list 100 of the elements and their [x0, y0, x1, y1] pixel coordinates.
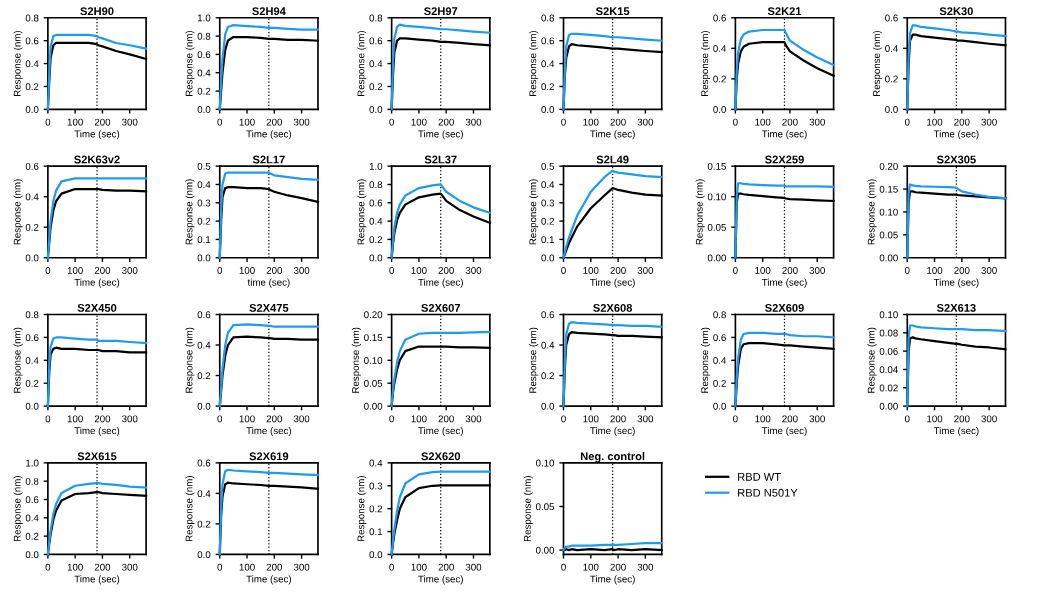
x-tick-label: 0 — [217, 267, 223, 274]
y-tick-label: 0.6 — [197, 459, 211, 467]
x-tick-label: 300 — [465, 415, 482, 423]
chart-title: S2H90 — [80, 7, 114, 16]
y-axis-title: Response (nm) — [529, 179, 539, 245]
x-tick-label: 100 — [411, 415, 427, 423]
x-tick-label: 100 — [583, 415, 599, 423]
x-tick-label: 200 — [954, 118, 970, 126]
x-tick-label: 100 — [927, 118, 943, 126]
y-tick-label: 0.8 — [369, 181, 383, 189]
x-tick-label: 300 — [637, 415, 654, 423]
x-tick-label: 300 — [809, 415, 825, 423]
x-tick-label: 100 — [927, 267, 943, 274]
y-axis-title: Response (nm) — [13, 476, 23, 542]
x-tick-label: 0 — [389, 118, 394, 126]
y-tick-label: 0.8 — [25, 14, 39, 22]
y-tick-label: 0.10 — [879, 208, 898, 216]
chart-title: S2X607 — [421, 303, 461, 312]
x-axis-title: Time (sec) — [246, 575, 292, 585]
y-tick-label: 0.1 — [541, 236, 555, 244]
y-tick-label: 0.4 — [25, 193, 39, 201]
y-tick-label: 0.08 — [879, 329, 898, 337]
y-tick-label: 0.05 — [535, 503, 555, 511]
x-tick-label: 200 — [266, 563, 283, 571]
x-tick-label: 200 — [438, 563, 454, 571]
y-tick-label: 0.00 — [879, 254, 898, 262]
y-tick-label: 0.0 — [541, 402, 555, 410]
y-tick-label: 0.2 — [25, 379, 39, 387]
x-tick-label: 200 — [266, 118, 283, 126]
y-tick-label: 0.6 — [25, 162, 39, 170]
y-tick-label: 0.02 — [879, 384, 898, 392]
x-tick-label: 0 — [904, 267, 910, 274]
y-axis-title: Response (nm) — [867, 327, 877, 393]
y-tick-label: 0.00 — [535, 546, 555, 554]
x-tick-label: 200 — [266, 415, 283, 423]
y-tick-label: 0.2 — [25, 532, 39, 540]
chart-title: S2L37 — [424, 155, 457, 164]
y-tick-label: 0.4 — [369, 60, 383, 68]
x-tick-label: 100 — [411, 563, 427, 571]
x-axis-title: Time (sec) — [74, 130, 120, 140]
x-tick-label: 200 — [94, 118, 111, 126]
x-tick-label: 100 — [411, 267, 427, 274]
y-axis-title: Response (nm) — [351, 327, 361, 393]
y-tick-label: 0.2 — [197, 217, 211, 225]
y-tick-label: 0.6 — [25, 496, 39, 504]
x-tick-label: 300 — [293, 563, 310, 571]
x-tick-label: 0 — [217, 118, 223, 126]
x-tick-label: 200 — [782, 415, 798, 423]
chart-title: S2K15 — [595, 7, 630, 16]
x-axis-title: Time (sec) — [761, 130, 807, 140]
x-tick-label: 0 — [561, 563, 566, 571]
x-tick-label: 100 — [239, 118, 255, 126]
x-axis-title: Time (sec) — [246, 426, 292, 437]
x-tick-label: 0 — [217, 563, 223, 571]
x-tick-label: 100 — [927, 415, 943, 423]
y-tick-label: 0.2 — [197, 520, 211, 528]
x-axis-title: Time (sec) — [590, 426, 635, 437]
y-axis-title: Response (nm) — [185, 179, 195, 245]
chart-title: S2X450 — [77, 303, 117, 312]
x-tick-label: 0 — [45, 563, 51, 571]
y-tick-label: 0.2 — [369, 505, 383, 513]
y-tick-label: 0.0 — [885, 106, 898, 113]
y-tick-label: 0.10 — [364, 357, 383, 364]
x-tick-label: 100 — [239, 563, 255, 571]
x-tick-label: 0 — [561, 415, 566, 423]
y-tick-label: 0.6 — [541, 37, 555, 45]
y-tick-label: 0.0 — [541, 106, 555, 113]
y-tick-label: 0.4 — [197, 181, 211, 189]
x-tick-label: 300 — [809, 118, 825, 126]
x-tick-label: 100 — [755, 415, 771, 423]
y-tick-label: 0.6 — [541, 311, 555, 319]
y-tick-label: 0.0 — [369, 254, 383, 262]
y-axis-title: Response (nm) — [867, 179, 877, 245]
x-axis-title: Time (sec) — [74, 426, 120, 437]
y-axis-title: Response (nm) — [13, 30, 23, 97]
x-tick-label: 300 — [981, 415, 997, 423]
x-tick-label: 0 — [904, 118, 910, 126]
y-axis-title: Response (nm) — [185, 327, 195, 393]
y-tick-label: 0.4 — [197, 341, 211, 349]
x-tick-label: 100 — [583, 563, 599, 571]
y-tick-label: 0.8 — [25, 311, 39, 319]
x-tick-label: 100 — [411, 118, 427, 126]
y-axis-title: Response (nm) — [13, 179, 23, 245]
x-tick-label: 200 — [610, 563, 626, 571]
x-tick-label: 300 — [121, 118, 138, 126]
y-tick-label: 0.8 — [369, 14, 383, 22]
x-axis-title: Time (sec) — [418, 278, 463, 288]
x-tick-label: 200 — [782, 118, 798, 126]
x-tick-label: 0 — [217, 415, 223, 423]
y-tick-label: 0.0 — [25, 254, 39, 262]
chart-title: S2X619 — [249, 452, 289, 461]
chart-title: S2L17 — [252, 155, 285, 164]
chart-title: S2X613 — [936, 303, 976, 312]
y-tick-label: 1.0 — [369, 162, 383, 170]
x-tick-label: 0 — [389, 563, 394, 571]
y-tick-label: 0.4 — [25, 60, 39, 68]
x-axis-title: Time (sec) — [590, 278, 635, 288]
chart-title: S2H97 — [424, 7, 458, 16]
x-tick-label: 300 — [293, 118, 310, 126]
x-tick-label: 300 — [637, 563, 654, 571]
